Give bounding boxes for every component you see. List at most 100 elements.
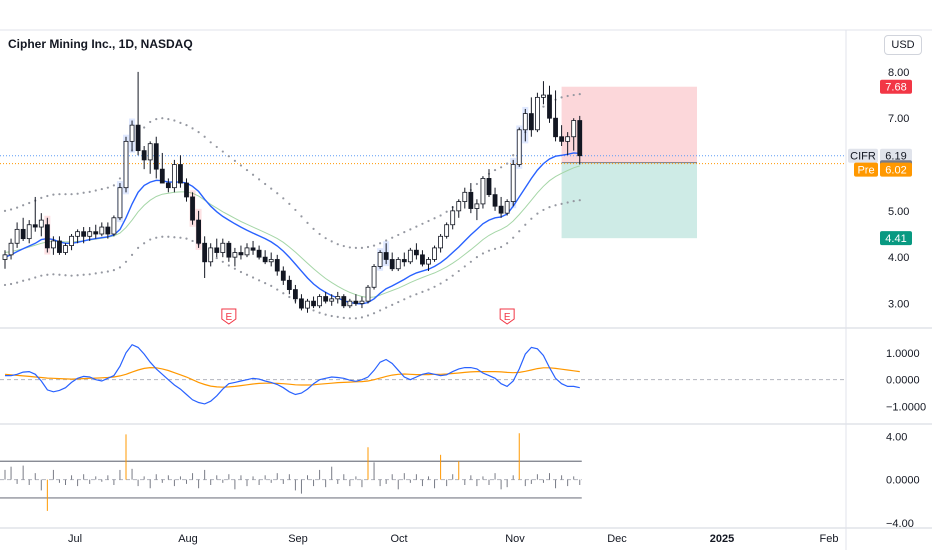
candle-body [123,140,129,189]
upper-band-dot [306,221,309,224]
lower-band-dot [566,201,569,204]
upper-band-dot [16,206,19,209]
lower-band-dot [270,284,273,287]
time-tick-label: Sep [288,533,308,545]
currency-button[interactable]: USD [884,35,922,55]
candle-body [244,247,250,256]
lower-band-dot [215,256,218,260]
candle-body [480,178,486,205]
candle-body [347,300,353,307]
candle-body [196,219,202,244]
candle-body [51,240,56,249]
candle-body [286,279,292,290]
lower-band-dot [548,206,551,209]
upper-band-dot [264,182,267,186]
candle-body [135,124,141,152]
upper-band-dot [155,118,158,121]
candle-body [474,203,480,209]
upper-band-dot [161,117,164,120]
candle-body [147,143,153,161]
upper-band-dot [185,124,188,127]
candle-body [111,217,117,235]
upper-band-dot [372,244,376,247]
pre-price-tag: 6.02 [885,165,906,177]
upper-band-dot [106,186,109,189]
lower-band-dot [64,274,67,277]
stop-price-tag: 4.41 [885,233,906,245]
volume-oscillator-pane [0,433,582,511]
upper-band-dot [118,177,122,180]
candle-body [2,254,8,260]
candle-body [444,224,450,237]
osc-fast-line [5,343,580,405]
candle-body [178,164,183,184]
candle-body [99,226,105,235]
lower-band-dot [500,245,503,249]
candle-body [8,242,14,256]
lower-band-dot [282,292,285,295]
upper-band-dot [233,159,236,162]
candle-body [274,259,280,272]
candle-body [63,245,68,253]
pre-price-tag-bg [880,162,912,177]
lower-band-dot [554,204,557,207]
upper-band-dot [88,190,91,193]
lower-band-dot [512,236,515,239]
lower-band-dot [385,306,388,309]
lower-band-dot [409,295,412,298]
lower-band-dot [137,246,140,249]
lower-band-dot [457,269,460,273]
candle-body [268,259,274,263]
candle-body [165,182,171,189]
upper-band-dot [94,189,97,192]
time-tick-label: Oct [390,533,407,545]
upper-band-dot [385,239,388,242]
time-tick-label: Nov [505,533,525,545]
lower-band-dot [227,264,230,267]
lower-band-dot [233,267,236,270]
lower-band-dot [372,312,376,315]
upper-band-dot [239,164,243,167]
candle-body [202,242,208,263]
candle-body [492,194,498,207]
upper-band-dot [76,192,79,195]
upper-band-dot [167,118,170,121]
chart-title: Cipher Mining Inc., 1D, NASDAQ [8,37,193,51]
candle-body [262,256,268,263]
envelope-bands [3,93,581,320]
candle-body [577,120,583,157]
upper-band-dot [112,184,115,187]
last-price-tag: 6.19 [885,151,906,163]
lower-band-dot [506,242,509,245]
candle-body [129,124,135,142]
candle-body [226,242,232,258]
candle-body [317,296,323,307]
lower-band-dot [312,309,315,312]
candle-body [44,224,50,249]
upper-band-dot [46,194,49,198]
candle-body [141,150,147,161]
lower-band-dot [22,279,25,282]
lower-band-dot [46,273,49,276]
lower-band-dot [427,288,430,291]
upper-band-dot [500,166,503,169]
lower-band-dot [58,273,61,276]
last-price-tag-bg [880,148,912,163]
candle-body [528,113,534,131]
lower-band-dot [342,316,345,319]
candle-body [450,210,456,226]
lower-band-dot [481,252,485,255]
lower-band-dot [336,315,339,319]
moving-averages [4,152,580,305]
candle-body [559,136,564,142]
upper-band-dot [227,155,230,158]
candle-body [208,247,214,263]
lower-band-dot [239,270,243,274]
symbol-tag: CIFR [850,151,876,163]
target-price-tag-bg [880,79,912,94]
candle-body [238,252,244,256]
candle-body [171,164,177,189]
lower-band-dot [530,217,533,220]
candle-body [335,296,341,300]
